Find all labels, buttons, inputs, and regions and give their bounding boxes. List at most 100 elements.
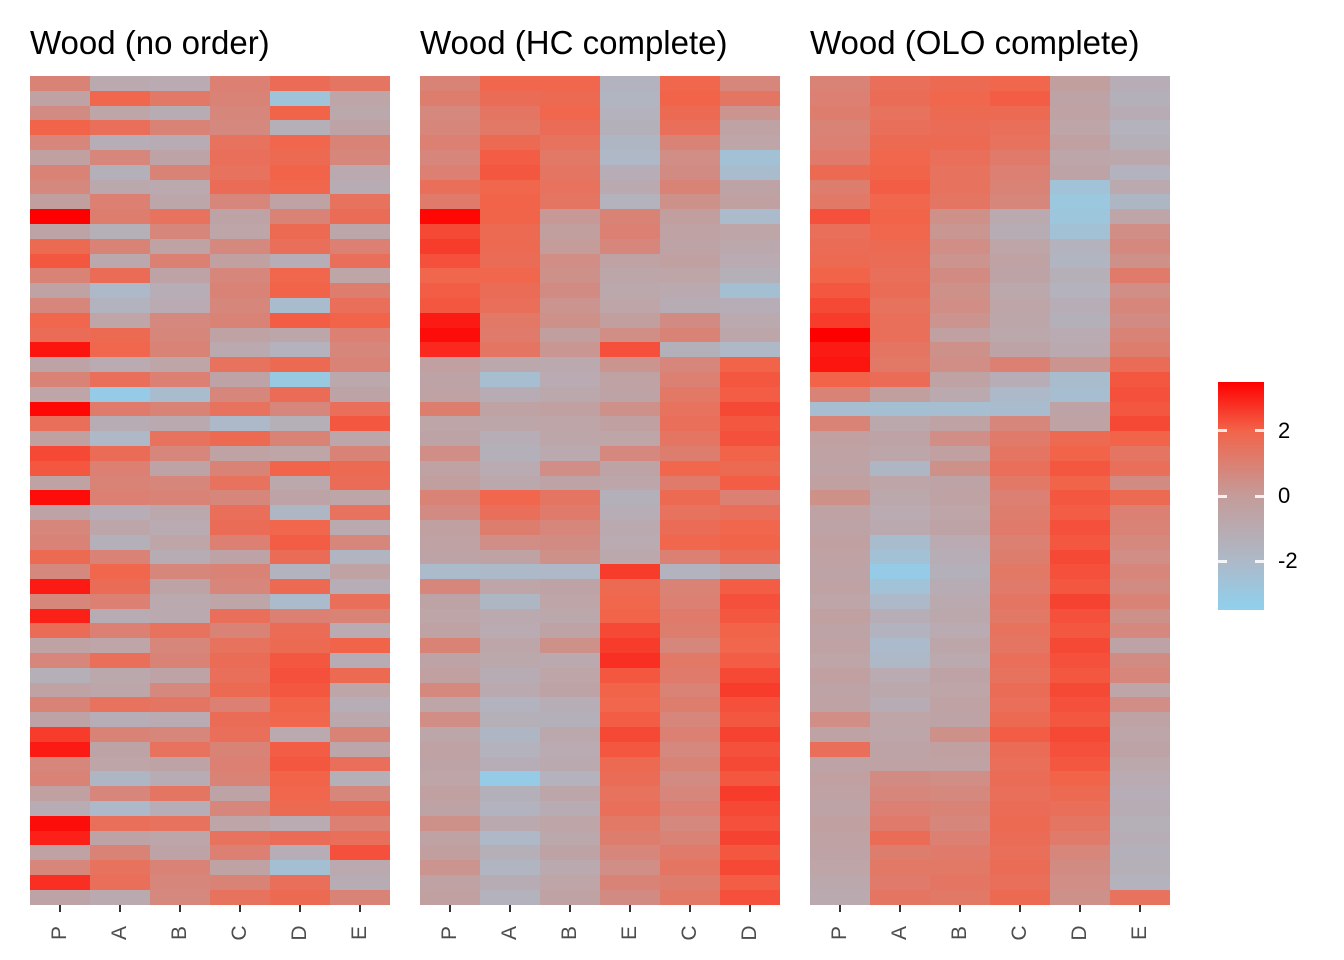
heatmap-cell xyxy=(930,179,990,195)
heatmap-cell xyxy=(600,830,660,846)
heatmap-row xyxy=(420,771,780,787)
heatmap-cell xyxy=(210,608,270,624)
heatmap-cell xyxy=(1050,357,1110,372)
heatmap-cell xyxy=(870,623,930,639)
heatmap-cell xyxy=(600,653,660,668)
heatmap-cell xyxy=(870,401,930,417)
heatmap-cell xyxy=(1050,327,1110,343)
heatmap-cell xyxy=(930,416,990,432)
heatmap-row xyxy=(30,771,390,787)
heatmap-cell xyxy=(210,505,270,520)
column-label-B: B xyxy=(558,926,581,941)
heatmap-cell xyxy=(600,223,660,239)
heatmap-cell xyxy=(810,830,870,846)
heatmap-row xyxy=(420,490,780,506)
heatmap-cell xyxy=(720,268,780,284)
heatmap-cell xyxy=(1110,786,1170,802)
heatmap-cell xyxy=(1110,371,1170,387)
heatmap-cell xyxy=(270,342,330,358)
heatmap-cell xyxy=(870,371,930,387)
heatmap-row xyxy=(810,312,1170,328)
heatmap-cell xyxy=(150,771,210,787)
heatmap-cell xyxy=(660,149,720,165)
heatmap-cell xyxy=(330,889,390,905)
heatmap-cell xyxy=(150,194,210,210)
heatmap-cell xyxy=(1110,327,1170,343)
heatmap-cell xyxy=(810,76,870,91)
heatmap-cell xyxy=(270,727,330,742)
heatmap-cell xyxy=(990,357,1050,372)
heatmap-cell xyxy=(870,223,930,239)
heatmap-cell xyxy=(480,76,540,91)
heatmap-cell xyxy=(1050,830,1110,846)
heatmap-cell xyxy=(30,401,90,417)
heatmap-cell xyxy=(90,105,150,121)
heatmap-cell xyxy=(990,771,1050,787)
column-label-C: C xyxy=(1008,925,1031,941)
heatmap-cell xyxy=(480,445,540,461)
heatmap-cell xyxy=(330,223,390,239)
heatmap-cell xyxy=(990,149,1050,165)
heatmap-row xyxy=(30,76,390,91)
heatmap-cell xyxy=(420,401,480,417)
heatmap-cell xyxy=(660,431,720,446)
heatmap-row xyxy=(420,653,780,668)
heatmap-cell xyxy=(810,682,870,698)
heatmap-cell xyxy=(540,860,600,876)
heatmap-cell xyxy=(420,845,480,861)
heatmap-cell xyxy=(90,371,150,387)
heatmap-panel-olo-complete: Wood (OLO complete) P A B C D E xyxy=(810,0,1170,960)
heatmap-cell xyxy=(540,120,600,136)
heatmap-cell xyxy=(720,830,780,846)
heatmap-cell xyxy=(1110,149,1170,165)
column-label-B: B xyxy=(168,926,191,941)
heatmap-cell xyxy=(30,505,90,520)
heatmap-cell xyxy=(870,312,930,328)
heatmap-row xyxy=(420,534,780,550)
column-label-P: P xyxy=(48,926,71,941)
heatmap-cell xyxy=(870,697,930,713)
heatmap-cell xyxy=(1110,741,1170,757)
heatmap-cell xyxy=(540,312,600,328)
heatmap-cell xyxy=(540,682,600,698)
heatmap-cell xyxy=(990,593,1050,609)
heatmap-cell xyxy=(90,519,150,535)
heatmap-cell xyxy=(990,889,1050,905)
heatmap-cell xyxy=(1110,490,1170,506)
heatmap-cell xyxy=(1110,638,1170,654)
heatmap-cell xyxy=(150,460,210,476)
heatmap-row xyxy=(810,638,1170,654)
heatmap-cell xyxy=(870,238,930,254)
heatmap-cell xyxy=(330,371,390,387)
heatmap-row xyxy=(30,327,390,343)
heatmap-row xyxy=(30,653,390,668)
heatmap-cell xyxy=(210,756,270,772)
heatmap-cell xyxy=(30,283,90,298)
heatmap-cell xyxy=(990,756,1050,772)
heatmap-cell xyxy=(810,845,870,861)
heatmap-cell xyxy=(90,593,150,609)
heatmap-row xyxy=(810,653,1170,668)
heatmap-cell xyxy=(330,549,390,565)
heatmap-cell xyxy=(990,505,1050,520)
heatmap-cell xyxy=(30,756,90,772)
heatmap-cell xyxy=(30,268,90,284)
heatmap-cell xyxy=(210,238,270,254)
heatmap-cell xyxy=(480,268,540,284)
heatmap-cell xyxy=(480,209,540,224)
heatmap-cell xyxy=(600,371,660,387)
heatmap-cell xyxy=(600,727,660,742)
heatmap-cell xyxy=(540,253,600,269)
heatmap-row xyxy=(420,741,780,757)
heatmap-cell xyxy=(210,179,270,195)
heatmap-cell xyxy=(30,801,90,816)
heatmap-cell xyxy=(1110,505,1170,520)
heatmap-cell xyxy=(90,741,150,757)
heatmap-cell xyxy=(810,564,870,580)
heatmap-cell xyxy=(540,638,600,654)
heatmap-cell xyxy=(150,653,210,668)
heatmap-cell xyxy=(330,519,390,535)
heatmap-cell xyxy=(90,357,150,372)
